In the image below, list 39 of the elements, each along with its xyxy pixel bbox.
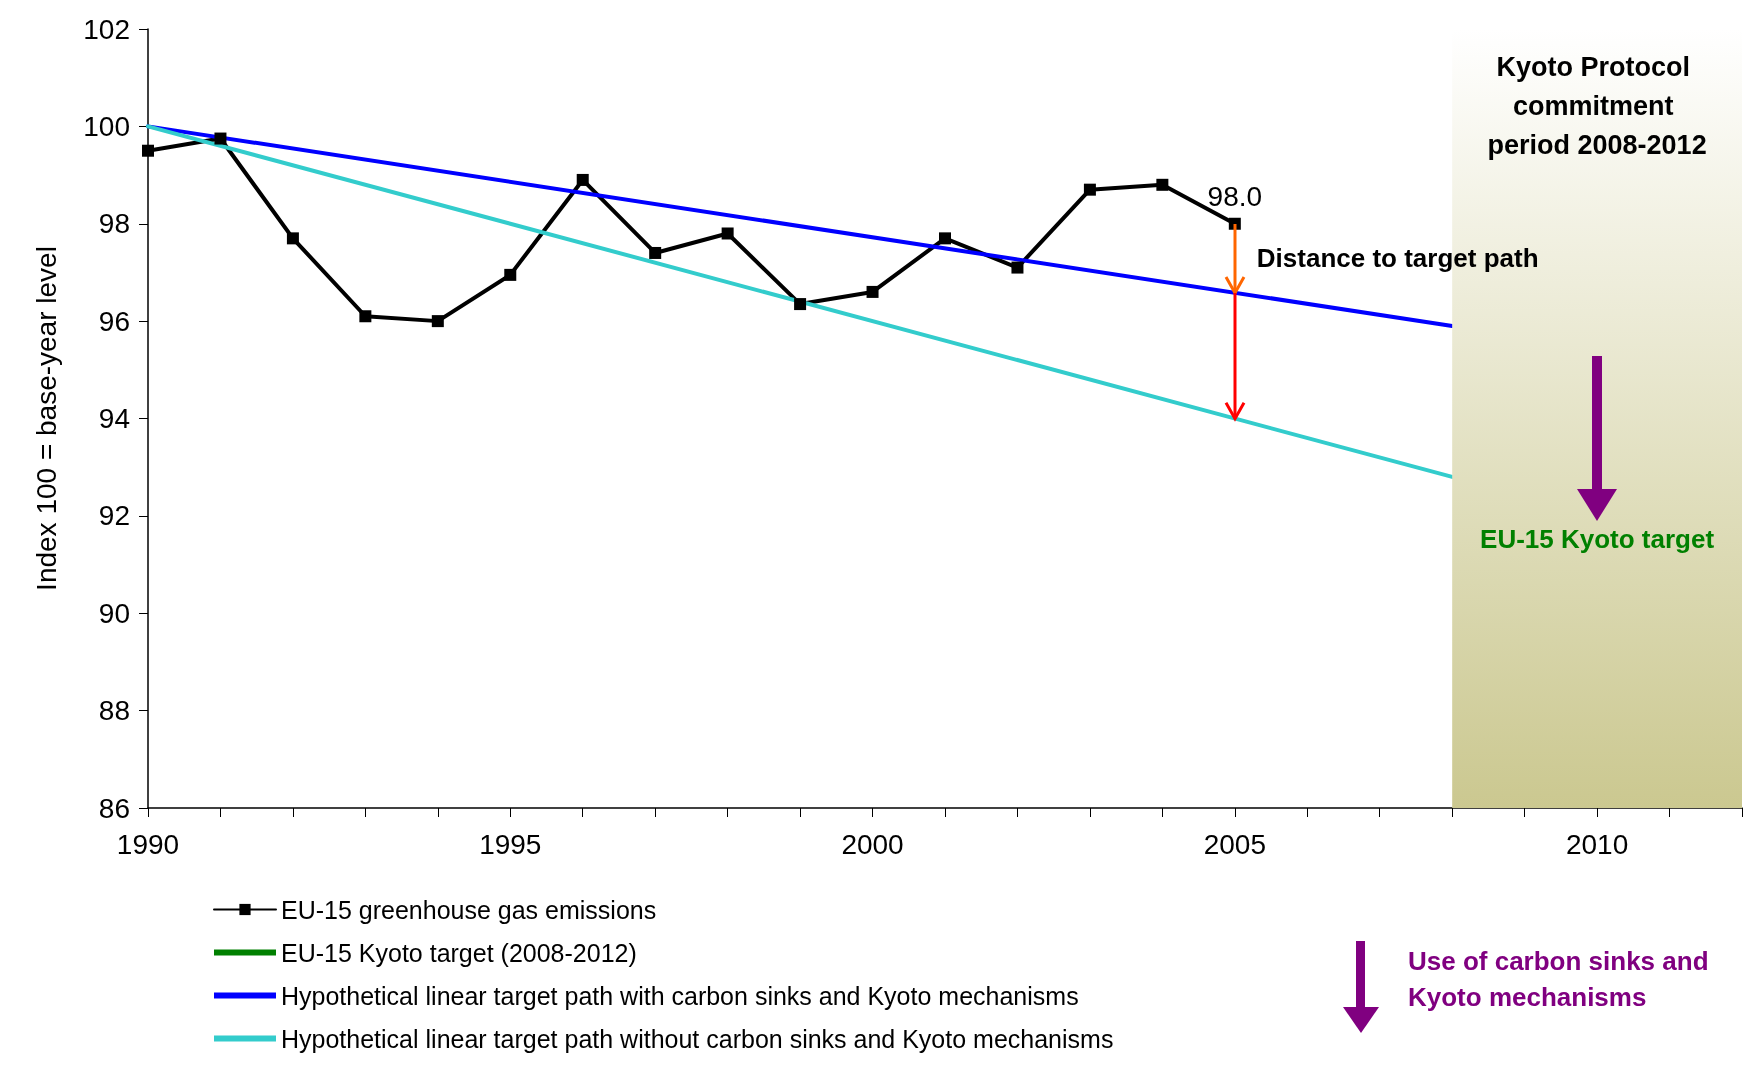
point [431, 315, 444, 328]
point [649, 246, 662, 259]
point [1011, 261, 1024, 274]
point [1083, 183, 1096, 196]
point [504, 268, 517, 281]
annotation: EU-15 Kyoto target [1480, 523, 1715, 555]
y-tick-label: 100 [83, 110, 130, 142]
y-tick-label: 96 [98, 305, 130, 337]
point [359, 310, 372, 323]
point [721, 227, 734, 240]
y-tick-label: 102 [83, 13, 130, 45]
x-tick-label: 1990 [116, 828, 180, 860]
y-tick-label: 90 [98, 597, 130, 629]
legend-label: Hypothetical linear target path without carbon sinks and Kyoto mechanisms [281, 1024, 1114, 1053]
x-tick-label: 2000 [841, 828, 904, 860]
point [939, 232, 951, 245]
data-label: 98.0 [1207, 181, 1263, 213]
y-tick-label: 92 [98, 500, 130, 532]
x-tick-label: 2005 [1203, 828, 1266, 860]
y-axis-title: Index 100 = base-year level [30, 246, 62, 591]
y-tick-label: 94 [98, 403, 130, 434]
point [286, 232, 299, 245]
annotation: Distance to target path [1256, 242, 1539, 274]
legend-label: EU-15 greenhouse gas emissions [281, 895, 657, 924]
point [1156, 178, 1169, 191]
point [866, 285, 879, 298]
point [794, 298, 807, 311]
point [214, 132, 227, 145]
y-tick-label: 88 [98, 695, 130, 727]
x-tick-label: 2010 [1565, 828, 1629, 860]
y-tick-label: 86 [98, 792, 130, 824]
y-tick-label: 98 [98, 208, 130, 240]
legend-label: Hypothetical linear target path with carbon sinks and Kyoto mechanisms [281, 981, 1079, 1010]
legend-label: EU-15 Kyoto target (2008-2012) [281, 938, 637, 967]
text: Use of carbon sinks and Kyoto mechanisms [1408, 945, 1710, 1014]
x-tick-label: 1995 [479, 828, 542, 860]
band-label: Kyoto Protocol commitment period 2008-2012 [1487, 51, 1707, 160]
point [576, 173, 589, 186]
point [142, 144, 154, 157]
